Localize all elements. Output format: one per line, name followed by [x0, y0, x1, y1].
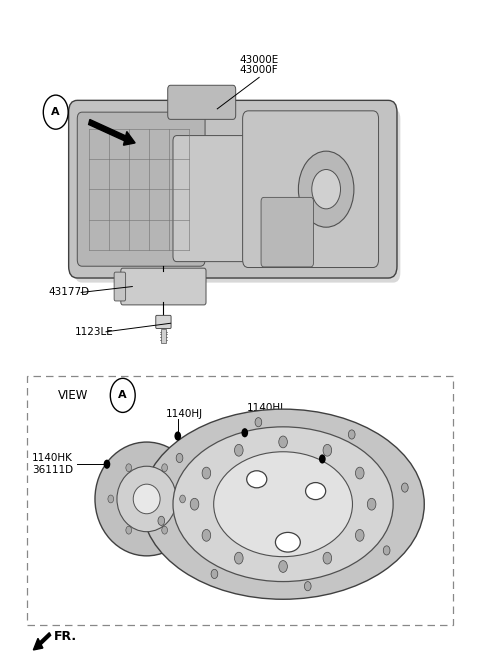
Circle shape [108, 495, 114, 503]
FancyBboxPatch shape [75, 109, 400, 283]
Circle shape [235, 444, 243, 456]
Bar [175, 465, 237, 543]
Circle shape [323, 444, 332, 456]
Ellipse shape [306, 483, 325, 499]
Bar [161, 328, 166, 343]
Circle shape [162, 464, 168, 472]
FancyBboxPatch shape [121, 268, 206, 305]
FancyBboxPatch shape [261, 197, 313, 267]
Circle shape [312, 170, 340, 209]
Circle shape [202, 467, 211, 479]
Ellipse shape [133, 484, 160, 514]
Text: 1140HK: 1140HK [352, 448, 393, 458]
Circle shape [279, 436, 288, 448]
FancyBboxPatch shape [156, 315, 171, 328]
Text: 43000F: 43000F [240, 64, 278, 74]
FancyBboxPatch shape [69, 101, 397, 278]
Circle shape [235, 553, 243, 564]
Circle shape [241, 428, 248, 438]
Circle shape [319, 455, 325, 464]
Circle shape [158, 516, 165, 526]
Ellipse shape [95, 442, 198, 556]
Circle shape [211, 570, 218, 579]
Text: 43177D: 43177D [48, 288, 90, 298]
Circle shape [190, 498, 199, 510]
Ellipse shape [142, 409, 424, 599]
Circle shape [162, 526, 168, 534]
Text: A: A [51, 107, 60, 117]
Circle shape [279, 560, 288, 572]
Text: 1140HK: 1140HK [32, 453, 72, 463]
Circle shape [126, 526, 132, 534]
Text: 36111D: 36111D [32, 465, 73, 475]
Circle shape [202, 530, 211, 541]
FancyBboxPatch shape [77, 112, 205, 266]
Text: 1140HJ: 1140HJ [166, 409, 203, 419]
Circle shape [299, 151, 354, 227]
Text: VIEW: VIEW [58, 389, 88, 402]
Ellipse shape [173, 427, 393, 581]
Circle shape [126, 464, 132, 472]
FancyBboxPatch shape [242, 111, 379, 267]
Circle shape [304, 581, 311, 591]
FancyBboxPatch shape [173, 135, 249, 261]
Ellipse shape [276, 532, 300, 552]
FancyArrow shape [89, 120, 135, 145]
Circle shape [356, 530, 364, 541]
Circle shape [356, 467, 364, 479]
Ellipse shape [247, 471, 267, 487]
FancyBboxPatch shape [114, 272, 126, 301]
Ellipse shape [117, 466, 176, 532]
Text: FR.: FR. [54, 630, 77, 643]
Circle shape [255, 418, 262, 427]
Text: 1123LE: 1123LE [75, 327, 114, 337]
Circle shape [104, 460, 110, 469]
Circle shape [174, 432, 181, 441]
FancyArrow shape [34, 633, 51, 650]
Text: 43000E: 43000E [240, 55, 279, 65]
Circle shape [180, 495, 185, 503]
Circle shape [401, 483, 408, 492]
Circle shape [384, 546, 390, 555]
Circle shape [176, 453, 183, 463]
Text: 1140HJ: 1140HJ [247, 403, 284, 413]
FancyBboxPatch shape [168, 85, 236, 120]
Bar [27, 376, 453, 625]
Circle shape [348, 430, 355, 439]
Circle shape [323, 553, 332, 564]
Circle shape [367, 498, 376, 510]
Ellipse shape [214, 452, 352, 556]
Text: A: A [119, 390, 127, 400]
Text: 36111D: 36111D [352, 460, 394, 470]
